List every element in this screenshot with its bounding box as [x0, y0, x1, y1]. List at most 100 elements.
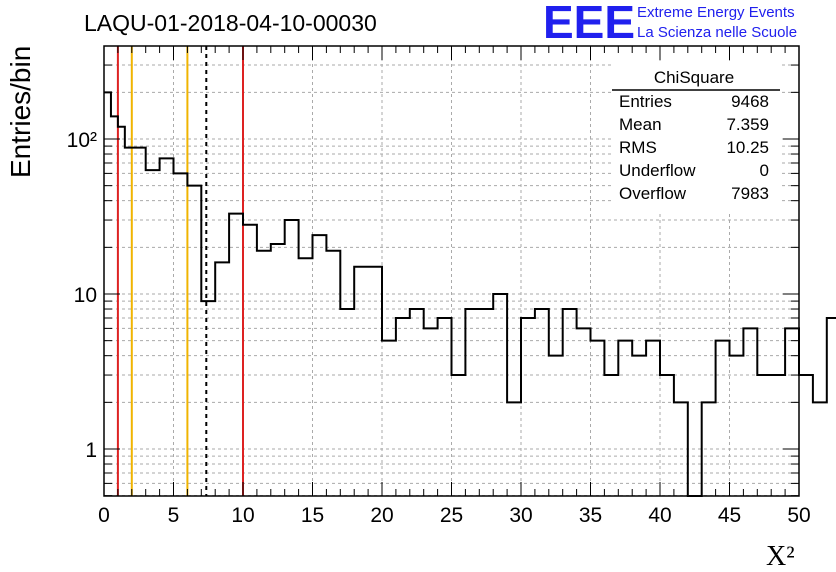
stats-value: 9468 [731, 92, 769, 111]
histogram-bin [584, 328, 591, 496]
histogram-bin [660, 375, 667, 496]
histogram-bin [125, 148, 132, 496]
histogram-bin [118, 127, 125, 496]
histogram-bin [403, 318, 410, 496]
histogram-bin [785, 328, 792, 496]
histogram-bin [264, 251, 271, 496]
x-axis-label: X² [766, 541, 795, 572]
brand-line-1: Extreme Energy Events [637, 4, 795, 21]
axis-ticks [103, 46, 800, 497]
y-axis-label: Entries/bin [5, 46, 36, 178]
stats-label: Underflow [619, 161, 696, 180]
stats-box [612, 62, 780, 212]
histogram-bin [222, 262, 229, 496]
histogram-bin [174, 173, 181, 496]
histogram-bin [667, 375, 674, 496]
histogram-bin [278, 244, 285, 496]
histogram-bin [577, 328, 584, 496]
histogram-bin [153, 170, 160, 496]
stats-value: 7983 [731, 184, 769, 203]
histogram-bin [771, 375, 778, 496]
histogram-bin [604, 375, 611, 496]
histogram-steps [104, 91, 836, 497]
histogram-bin [757, 375, 764, 496]
histogram-bin [792, 328, 799, 496]
histogram-bin [493, 294, 500, 496]
histogram-bin [799, 375, 806, 496]
stats-label: Entries [619, 92, 672, 111]
histogram-bin [333, 251, 340, 496]
stats-value: 0 [759, 161, 769, 180]
histogram-bin [208, 301, 215, 496]
y-tick-label: 1 [85, 439, 97, 462]
histogram-bin [743, 328, 750, 496]
stats-value: 7.359 [726, 115, 769, 134]
histogram-bin [257, 251, 264, 496]
histogram-bin [445, 318, 452, 496]
histogram-bin [285, 220, 292, 496]
y-tick-label: 10² [67, 129, 97, 152]
x-tick-label: 0 [98, 504, 110, 527]
histogram-bin [827, 318, 834, 496]
x-tick-label: 5 [168, 504, 180, 527]
histogram-bin [438, 318, 445, 496]
histogram-bin [292, 220, 299, 496]
y-tick-label: 10 [74, 284, 97, 307]
histogram-bin [458, 375, 465, 496]
histogram-bin [750, 328, 757, 496]
histogram-bin [764, 375, 771, 496]
histogram-bin [730, 356, 737, 496]
brand-line-2: La Scienza nelle Scuole [637, 24, 798, 41]
histogram-bin [452, 375, 459, 496]
histogram-bin [271, 244, 278, 496]
stats-label: Mean [619, 115, 662, 134]
histogram-step-line [104, 91, 836, 497]
x-tick-label: 15 [301, 504, 324, 527]
histogram-bin [160, 158, 167, 496]
histogram-bin [167, 158, 174, 496]
stats-label: RMS [619, 138, 657, 157]
x-tick-label: 30 [509, 504, 532, 527]
x-tick-label: 20 [370, 504, 393, 527]
histogram-bin [229, 214, 236, 496]
histogram-bin [132, 148, 139, 496]
histogram-bin [528, 318, 535, 496]
histogram-bin [500, 294, 507, 496]
histogram-bin [639, 356, 646, 496]
histogram-bin [236, 214, 243, 496]
histogram-bin [424, 328, 431, 496]
x-tick-label: 25 [440, 504, 463, 527]
histogram-bin [326, 251, 333, 496]
stats-label: Overflow [619, 184, 687, 203]
x-tick-label: 40 [648, 504, 671, 527]
histogram-bin [431, 328, 438, 496]
x-tick-label: 45 [718, 504, 741, 527]
histogram-bin [632, 356, 639, 496]
histogram-bin [243, 225, 250, 496]
y-tick-labels: 1 10 10² [67, 129, 97, 462]
histogram-bin [215, 262, 222, 496]
x-tick-label: 35 [579, 504, 602, 527]
histogram-bin [319, 235, 326, 496]
histogram-bin [396, 318, 403, 496]
chart-title: LAQU-01-2018-04-10-00030 [84, 10, 377, 36]
histogram-bin [806, 375, 813, 496]
x-tick-label: 50 [787, 504, 810, 527]
histogram-bin [820, 402, 827, 496]
histogram-bin [521, 318, 528, 496]
histogram-bin [250, 225, 257, 496]
histogram-bin [549, 356, 556, 496]
histogram-bin [556, 356, 563, 496]
x-tick-label: 10 [231, 504, 254, 527]
histogram-bin [139, 148, 146, 496]
histogram-bin [813, 402, 820, 496]
stats-value: 10.25 [726, 138, 769, 157]
x-tick-labels: 0 5 10 15 20 25 30 35 40 45 50 [98, 504, 811, 527]
reference-lines [116, 46, 244, 496]
eee-logo: EEE [543, 0, 636, 48]
histogram-bin [736, 356, 743, 496]
histogram-bin [313, 235, 320, 496]
histogram-bin [146, 170, 153, 496]
histogram-bin [611, 375, 618, 496]
